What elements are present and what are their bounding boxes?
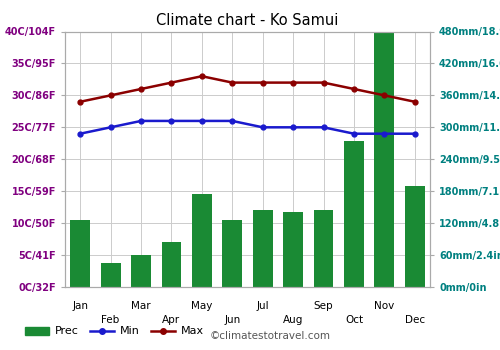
Text: Feb: Feb: [102, 315, 120, 325]
Title: Climate chart - Ko Samui: Climate chart - Ko Samui: [156, 13, 338, 28]
Text: Mar: Mar: [131, 301, 151, 311]
Bar: [70, 220, 90, 287]
Bar: [314, 210, 334, 287]
Text: Apr: Apr: [162, 315, 180, 325]
Text: Oct: Oct: [345, 315, 363, 325]
Bar: [405, 186, 424, 287]
Bar: [162, 242, 182, 287]
Text: Sep: Sep: [314, 301, 334, 311]
Bar: [344, 141, 364, 287]
Bar: [283, 212, 303, 287]
Text: May: May: [191, 301, 212, 311]
Text: Jul: Jul: [256, 301, 269, 311]
Bar: [192, 194, 212, 287]
Text: Aug: Aug: [283, 315, 304, 325]
Text: Jun: Jun: [224, 315, 240, 325]
Bar: [222, 220, 242, 287]
Bar: [100, 263, 120, 287]
Text: ©climatestotravel.com: ©climatestotravel.com: [210, 331, 331, 341]
Text: Nov: Nov: [374, 301, 394, 311]
Legend: Prec, Min, Max: Prec, Min, Max: [20, 322, 208, 341]
Text: Jan: Jan: [72, 301, 88, 311]
Bar: [253, 210, 272, 287]
Text: Dec: Dec: [404, 315, 425, 325]
Bar: [374, 32, 394, 287]
Bar: [131, 255, 151, 287]
